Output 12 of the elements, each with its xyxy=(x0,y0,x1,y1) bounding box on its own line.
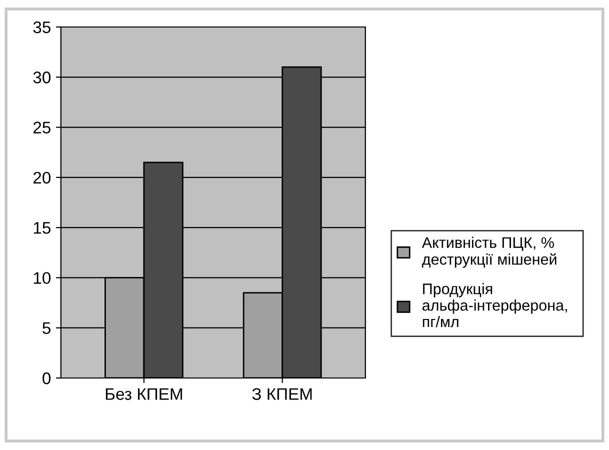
legend-label: Активність ПЦК, % деструкції мішеней xyxy=(422,236,556,268)
y-tick-label: 0 xyxy=(42,372,51,384)
y-tick-label: 20 xyxy=(33,172,51,184)
y-tick-label: 5 xyxy=(42,322,50,334)
y-tick-label: 30 xyxy=(33,72,51,84)
legend-label: Продукція альфа-інтерферона, пг/мл xyxy=(422,283,567,328)
y-tick-label: 35 xyxy=(33,21,50,34)
y-tick-label: 10 xyxy=(34,272,51,284)
x-tick-label: Без КПЕМ xyxy=(106,388,182,400)
y-tick-label: 25 xyxy=(33,122,50,134)
x-tick-label: З КПЕМ xyxy=(252,388,312,400)
y-tick-label: 15 xyxy=(34,222,50,234)
